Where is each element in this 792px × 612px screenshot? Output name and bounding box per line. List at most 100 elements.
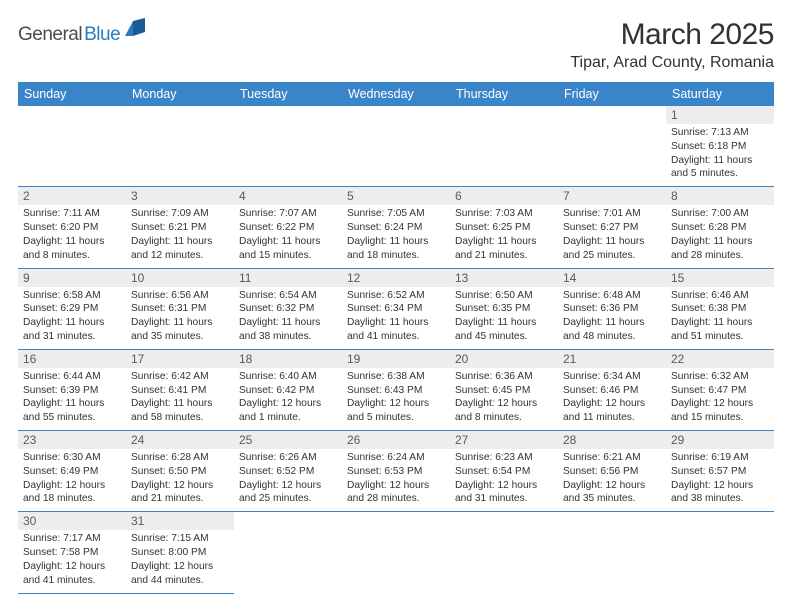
- day-number: 26: [342, 431, 450, 449]
- day-number: 1: [666, 106, 774, 124]
- daylight-text: Daylight: 11 hours and 58 minutes.: [131, 397, 229, 425]
- daylight-text: Daylight: 11 hours and 35 minutes.: [131, 316, 229, 344]
- sunrise-text: Sunrise: 7:01 AM: [563, 207, 661, 221]
- daylight-text: Daylight: 12 hours and 31 minutes.: [455, 479, 553, 507]
- day-number: 24: [126, 431, 234, 449]
- calendar-cell: 25Sunrise: 6:26 AMSunset: 6:52 PMDayligh…: [234, 431, 342, 512]
- sunset-text: Sunset: 6:50 PM: [131, 465, 229, 479]
- calendar-cell: 21Sunrise: 6:34 AMSunset: 6:46 PMDayligh…: [558, 349, 666, 430]
- day-number: 7: [558, 187, 666, 205]
- sunrise-text: Sunrise: 7:17 AM: [23, 532, 121, 546]
- sunrise-text: Sunrise: 6:42 AM: [131, 370, 229, 384]
- daylight-text: Daylight: 12 hours and 21 minutes.: [131, 479, 229, 507]
- calendar-cell: 22Sunrise: 6:32 AMSunset: 6:47 PMDayligh…: [666, 349, 774, 430]
- sunset-text: Sunset: 6:21 PM: [131, 221, 229, 235]
- sunset-text: Sunset: 6:53 PM: [347, 465, 445, 479]
- daylight-text: Daylight: 11 hours and 55 minutes.: [23, 397, 121, 425]
- daylight-text: Daylight: 11 hours and 21 minutes.: [455, 235, 553, 263]
- calendar-cell: [558, 106, 666, 187]
- sunset-text: Sunset: 6:49 PM: [23, 465, 121, 479]
- sunset-text: Sunset: 6:18 PM: [671, 140, 769, 154]
- sunrise-text: Sunrise: 7:11 AM: [23, 207, 121, 221]
- calendar-cell: 16Sunrise: 6:44 AMSunset: 6:39 PMDayligh…: [18, 349, 126, 430]
- calendar-cell: [342, 106, 450, 187]
- calendar-week: 1Sunrise: 7:13 AMSunset: 6:18 PMDaylight…: [18, 106, 774, 187]
- sunset-text: Sunset: 6:34 PM: [347, 302, 445, 316]
- sunrise-text: Sunrise: 7:00 AM: [671, 207, 769, 221]
- day-number: 20: [450, 350, 558, 368]
- sunset-text: Sunset: 7:58 PM: [23, 546, 121, 560]
- sunset-text: Sunset: 6:43 PM: [347, 384, 445, 398]
- day-header: Sunday: [18, 82, 126, 106]
- sunrise-text: Sunrise: 6:46 AM: [671, 289, 769, 303]
- sunset-text: Sunset: 6:38 PM: [671, 302, 769, 316]
- calendar-cell: 17Sunrise: 6:42 AMSunset: 6:41 PMDayligh…: [126, 349, 234, 430]
- daylight-text: Daylight: 11 hours and 38 minutes.: [239, 316, 337, 344]
- calendar-body: 1 Sunrise: 7:13 AMSunset: 6:18 PM Daylight…: [18, 106, 774, 593]
- calendar-cell: 1Sunrise: 7:13 AMSunset: 6:18 PMDaylight…: [666, 106, 774, 187]
- logo-text-general: General: [18, 24, 82, 46]
- calendar-cell: 23Sunrise: 6:30 AMSunset: 6:49 PMDayligh…: [18, 431, 126, 512]
- sunset-text: Sunset: 6:47 PM: [671, 384, 769, 398]
- calendar-cell: 14Sunrise: 6:48 AMSunset: 6:36 PMDayligh…: [558, 268, 666, 349]
- sunset-text: Sunset: 6:24 PM: [347, 221, 445, 235]
- sunset-text: Sunset: 6:45 PM: [455, 384, 553, 398]
- sunrise-text: Sunrise: 7:13 AM: [671, 126, 769, 140]
- day-number: 8: [666, 187, 774, 205]
- sunset-text: Sunset: 6:46 PM: [563, 384, 661, 398]
- calendar-header-row: SundayMondayTuesdayWednesdayThursdayFrid…: [18, 82, 774, 106]
- calendar-cell: 30Sunrise: 7:17 AMSunset: 7:58 PMDayligh…: [18, 512, 126, 593]
- sunrise-text: Sunrise: 6:24 AM: [347, 451, 445, 465]
- calendar-cell: 27Sunrise: 6:23 AMSunset: 6:54 PMDayligh…: [450, 431, 558, 512]
- sunset-text: Sunset: 6:25 PM: [455, 221, 553, 235]
- sunrise-text: Sunrise: 6:54 AM: [239, 289, 337, 303]
- day-number: 25: [234, 431, 342, 449]
- daylight-text: Daylight: 12 hours and 11 minutes.: [563, 397, 661, 425]
- daylight-text: Daylight: 11 hours and 51 minutes.: [671, 316, 769, 344]
- sunset-text: Sunset: 6:54 PM: [455, 465, 553, 479]
- daylight-text: Daylight: 12 hours and 41 minutes.: [23, 560, 121, 588]
- calendar-cell: 31Sunrise: 7:15 AMSunset: 8:00 PMDayligh…: [126, 512, 234, 593]
- calendar-table: SundayMondayTuesdayWednesdayThursdayFrid…: [18, 82, 774, 594]
- sunrise-text: Sunrise: 7:09 AM: [131, 207, 229, 221]
- sunrise-text: Sunrise: 6:48 AM: [563, 289, 661, 303]
- sunrise-text: Sunrise: 6:58 AM: [23, 289, 121, 303]
- calendar-cell: [18, 106, 126, 187]
- calendar-week: 9Sunrise: 6:58 AMSunset: 6:29 PMDaylight…: [18, 268, 774, 349]
- sunset-text: Sunset: 6:20 PM: [23, 221, 121, 235]
- sunset-text: Sunset: 6:28 PM: [671, 221, 769, 235]
- daylight-text: Daylight: 12 hours and 8 minutes.: [455, 397, 553, 425]
- calendar-cell: [558, 512, 666, 593]
- calendar-cell: 6Sunrise: 7:03 AMSunset: 6:25 PMDaylight…: [450, 187, 558, 268]
- day-number: 11: [234, 269, 342, 287]
- daylight-text: Daylight: 11 hours and 45 minutes.: [455, 316, 553, 344]
- daylight-text: Daylight: 12 hours and 5 minutes.: [347, 397, 445, 425]
- sunset-text: Sunset: 6:29 PM: [23, 302, 121, 316]
- day-number: 10: [126, 269, 234, 287]
- sunrise-text: Sunrise: 7:05 AM: [347, 207, 445, 221]
- calendar-cell: 4Sunrise: 7:07 AMSunset: 6:22 PMDaylight…: [234, 187, 342, 268]
- sunrise-text: Sunrise: 6:26 AM: [239, 451, 337, 465]
- location-subtitle: Tipar, Arad County, Romania: [570, 54, 774, 72]
- month-title: March 2025: [570, 18, 774, 52]
- sunrise-text: Sunrise: 6:34 AM: [563, 370, 661, 384]
- daylight-text: Daylight: 12 hours and 38 minutes.: [671, 479, 769, 507]
- sunset-text: Sunset: 6:35 PM: [455, 302, 553, 316]
- daylight-text: Daylight: 12 hours and 1 minute.: [239, 397, 337, 425]
- sunrise-text: Sunrise: 6:44 AM: [23, 370, 121, 384]
- calendar-cell: 3Sunrise: 7:09 AMSunset: 6:21 PMDaylight…: [126, 187, 234, 268]
- calendar-cell: [234, 512, 342, 593]
- calendar-cell: [342, 512, 450, 593]
- calendar-cell: 8Sunrise: 7:00 AMSunset: 6:28 PMDaylight…: [666, 187, 774, 268]
- header: GeneralBlue March 2025 Tipar, Arad Count…: [18, 18, 774, 72]
- day-header: Tuesday: [234, 82, 342, 106]
- day-number: 6: [450, 187, 558, 205]
- calendar-page: GeneralBlue March 2025 Tipar, Arad Count…: [0, 0, 792, 594]
- sunrise-text: Sunrise: 6:36 AM: [455, 370, 553, 384]
- calendar-cell: [666, 512, 774, 593]
- day-number: 4: [234, 187, 342, 205]
- daylight-text: Daylight: 11 hours and 18 minutes.: [347, 235, 445, 263]
- daylight-text: Daylight: 11 hours and 8 minutes.: [23, 235, 121, 263]
- calendar-cell: 24Sunrise: 6:28 AMSunset: 6:50 PMDayligh…: [126, 431, 234, 512]
- sunset-text: Sunset: 6:39 PM: [23, 384, 121, 398]
